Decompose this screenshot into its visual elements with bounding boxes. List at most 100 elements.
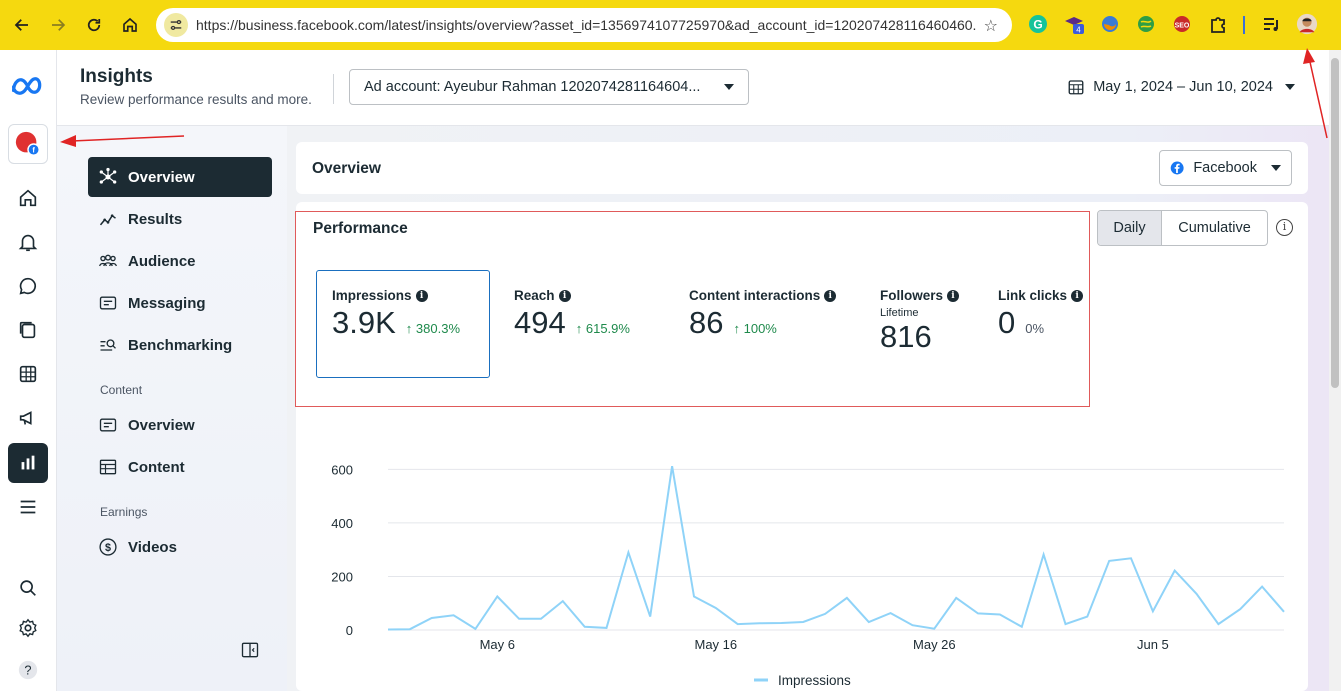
address-bar[interactable]: https://business.facebook.com/latest/ins… [156,8,1012,42]
y-tick-label: 400 [331,516,353,531]
home-icon [123,17,137,32]
nav-item-label: Results [128,210,183,228]
performance-title: Performance [313,220,408,237]
firefox-relay-icon[interactable] [1099,13,1121,35]
info-icon[interactable]: i [947,289,960,302]
globe-extension-icon[interactable] [1135,13,1157,35]
y-tick-label: 600 [331,462,353,477]
metric-label: Reach [514,288,555,303]
nav-item-label: Messaging [128,294,206,312]
settings-gear-icon[interactable] [8,608,48,648]
legend-label: Impressions [778,673,851,688]
y-tick-label: 200 [331,569,353,584]
metric-link-clicks[interactable]: Link clicks i 0 0% [998,288,1084,341]
extension-graduation-icon[interactable]: 4 [1063,13,1085,35]
scrollbar-thumb[interactable] [1331,58,1339,388]
nav-item-content[interactable]: Content [88,447,272,487]
metric-value: 86 [689,305,724,340]
info-icon[interactable]: i [558,289,571,302]
info-icon[interactable]: i [1071,289,1084,302]
pages-stack-icon[interactable] [8,310,48,350]
seo-extension-icon[interactable]: SEO [1171,13,1193,35]
collapse-sidebar-icon[interactable] [240,640,260,665]
info-icon[interactable]: i [1276,219,1293,236]
messaging-icon [97,292,119,314]
series-line-impressions [387,466,1285,631]
grammarly-icon[interactable]: G [1027,13,1049,35]
bell-icon[interactable] [8,222,48,262]
daily-toggle-button[interactable]: Daily [1098,211,1162,245]
nav-item-audience[interactable]: Audience [88,241,272,281]
platform-dropdown[interactable]: Facebook [1159,150,1292,186]
reload-icon [87,18,101,32]
site-info-icon[interactable] [164,13,188,37]
calendar-grid-icon[interactable] [8,354,48,394]
megaphone-icon[interactable] [8,398,48,438]
selected-metric-card[interactable] [316,270,490,378]
nav-item-label: Videos [128,538,177,556]
nav-item-label: Content [128,458,185,476]
cumulative-toggle-button[interactable]: Cumulative [1178,220,1251,236]
page-subtitle: Review performance results and more. [80,92,312,107]
facebook-icon [1170,161,1184,175]
nav-item-label: Overview [128,168,195,186]
hub-icon [97,166,119,188]
nav-item-label: Benchmarking [128,336,233,354]
metric-content-interactions[interactable]: Content interactions i 86 ↑ 100% [689,288,837,341]
table-icon [97,456,119,478]
chevron-down-icon [724,84,734,90]
chat-bubble-icon[interactable] [8,266,48,306]
url-text[interactable]: https://business.facebook.com/latest/ins… [196,17,976,33]
nav-item-overview[interactable]: Overview [88,157,272,197]
nav-item-benchmarking[interactable]: Benchmarking [88,325,272,365]
metric-change: ↑ 615.9% [575,321,630,336]
highlight-annotation-box [295,211,1090,407]
reload-button[interactable] [76,7,112,43]
meta-logo-icon[interactable] [8,66,48,106]
metric-value: 816 [880,319,932,354]
x-tick-label: May 6 [480,637,515,652]
menu-hamburger-icon[interactable] [8,487,48,527]
page-header: Insights Review performance results and … [57,50,1341,126]
nav-item-results[interactable]: Results [88,199,272,239]
nav-item-videos[interactable]: $ Videos [88,527,272,567]
metric-impressions[interactable]: Impressions i 3.9K ↑ 380.3% [332,288,460,341]
nav-item-messaging[interactable]: Messaging [88,283,272,323]
nav-item-label: Overview [128,416,195,434]
daily-cumulative-toggle: Daily Cumulative [1097,210,1268,246]
metric-change: ↑ 100% [733,321,777,336]
metric-followers[interactable]: Followers i Lifetime 816 [880,288,960,355]
back-button[interactable] [4,7,40,43]
metric-value: 3.9K [332,305,396,340]
page-scrollbar[interactable] [1329,50,1341,691]
metric-value: 494 [514,305,566,340]
y-tick-label: 0 [346,623,353,638]
nav-section-content: Content [100,383,143,397]
bookmark-star-icon[interactable]: ☆ [983,18,998,35]
reading-list-icon[interactable] [1260,13,1282,35]
nav-item-label: Audience [128,252,196,270]
header-divider [333,74,334,104]
x-tick-label: May 16 [694,637,737,652]
ad-account-dropdown[interactable]: Ad account: Ayeubur Rahman 1202074281164… [349,69,749,105]
info-icon[interactable]: i [415,289,428,302]
home-button[interactable] [112,7,148,43]
page-avatar[interactable]: f [8,124,48,164]
x-tick-label: May 26 [913,637,956,652]
home-rail-icon[interactable] [8,178,48,218]
nav-item-content-overview[interactable]: Overview [88,405,272,445]
profile-avatar[interactable] [1296,13,1318,35]
svg-text:f: f [32,145,35,154]
search-icon[interactable] [8,568,48,608]
extensions-puzzle-icon[interactable] [1207,13,1229,35]
browser-toolbar: https://business.facebook.com/latest/ins… [0,0,1341,50]
help-icon[interactable]: ? [8,650,48,690]
insights-chart-icon[interactable] [8,443,48,483]
forward-button[interactable] [40,7,76,43]
metric-sublabel: Lifetime [880,307,919,319]
svg-text:?: ? [24,663,31,678]
date-range-picker[interactable]: May 1, 2024 – Jun 10, 2024 [1067,78,1295,96]
info-icon[interactable]: i [824,289,837,302]
svg-text:$: $ [105,542,111,554]
metric-reach[interactable]: Reach i 494 ↑ 615.9% [514,288,630,341]
